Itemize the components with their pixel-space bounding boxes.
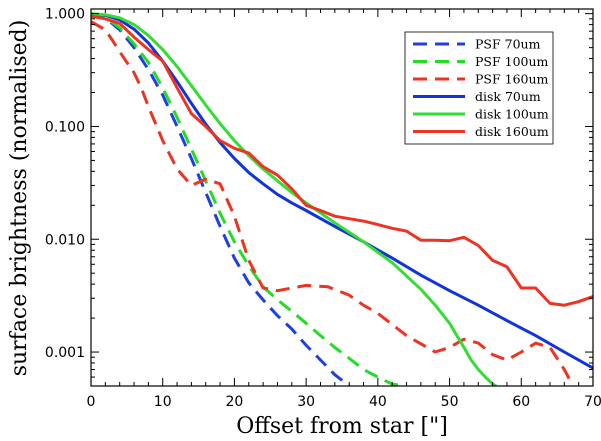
y-tick-label: 0.010 <box>45 232 85 248</box>
x-tick-label: 0 <box>87 394 96 410</box>
y-tick-label: 1.000 <box>45 7 85 23</box>
series-line-disk-70um <box>91 12 593 370</box>
x-tick-label: 40 <box>369 394 387 410</box>
legend-label: PSF 70um <box>475 37 541 52</box>
legend: PSF 70um PSF 100um PSF 160um disk 70um disk … <box>404 31 554 145</box>
x-tick-label: 30 <box>297 394 315 410</box>
y-axis-title: surface brightness (normalised) <box>7 20 32 377</box>
legend-label: PSF 100um <box>475 54 549 69</box>
x-tick-label: 10 <box>154 394 172 410</box>
y-tick-label: 0.001 <box>45 345 85 361</box>
series-line-psf-100um <box>91 12 407 386</box>
legend-label: PSF 160um <box>475 72 549 87</box>
legend-box <box>404 31 554 145</box>
tick-layer: 0 10 20 30 40 50 60 70 0.001 0.010 0.100 1.000 <box>45 7 601 410</box>
series-line-disk-100um <box>91 12 497 386</box>
legend-label: disk 160um <box>475 124 549 139</box>
series-layer <box>91 12 593 386</box>
x-tick-label: 60 <box>512 394 530 410</box>
x-axis-title: Offset from star ["] <box>236 414 448 439</box>
x-tick-label: 20 <box>226 394 244 410</box>
legend-label: disk 100um <box>475 107 549 122</box>
x-tick-label: 50 <box>441 394 459 410</box>
series-line-disk-160um <box>91 14 593 307</box>
legend-label: disk 70um <box>475 89 541 104</box>
series-line-psf-70um <box>91 12 351 386</box>
y-tick-label: 0.100 <box>45 119 85 135</box>
x-tick-label: 70 <box>584 394 601 410</box>
series-line-psf-160um <box>91 20 575 386</box>
plot-frame <box>90 8 594 387</box>
